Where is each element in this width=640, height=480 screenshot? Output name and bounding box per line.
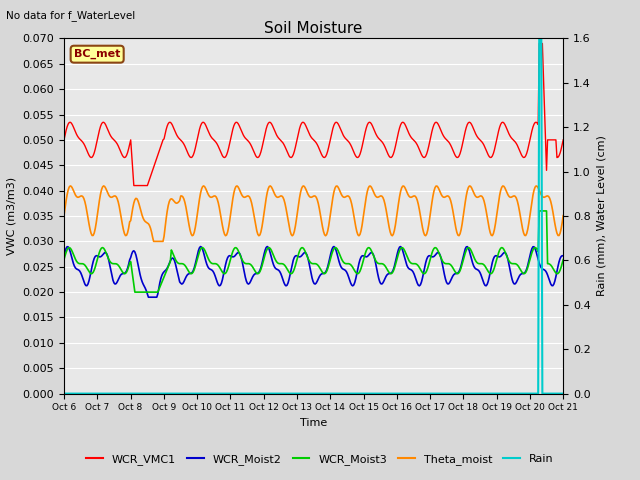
Rain <box>536 36 543 41</box>
Rain <box>427 391 435 396</box>
WCR_VMC1 <box>364 120 372 126</box>
Theta_moist <box>200 183 207 189</box>
WCR_Moist3 <box>428 251 436 256</box>
Text: BC_met: BC_met <box>74 49 120 60</box>
WCR_Moist3 <box>60 257 68 263</box>
Theta_moist <box>273 194 280 200</box>
X-axis label: Time: Time <box>300 418 327 428</box>
Text: No data for f_WaterLevel: No data for f_WaterLevel <box>6 10 136 21</box>
WCR_Moist2 <box>216 283 224 288</box>
Rain <box>216 391 223 396</box>
Y-axis label: Rain (mm), Water Level (cm): Rain (mm), Water Level (cm) <box>596 135 606 297</box>
Theta_moist <box>218 216 225 222</box>
Rain <box>559 391 567 396</box>
Rain <box>513 391 521 396</box>
WCR_Moist3 <box>515 264 522 269</box>
WCR_Moist2 <box>342 267 349 273</box>
WCR_VMC1 <box>340 134 348 140</box>
Line: WCR_VMC1: WCR_VMC1 <box>64 44 563 186</box>
WCR_Moist2 <box>429 254 436 260</box>
Rain <box>60 391 68 396</box>
WCR_Moist3 <box>131 289 139 295</box>
WCR_Moist3 <box>364 245 372 251</box>
WCR_VMC1 <box>536 41 543 47</box>
WCR_VMC1 <box>60 137 68 143</box>
Theta_moist <box>516 208 524 214</box>
Theta_moist <box>559 213 567 218</box>
Legend: WCR_VMC1, WCR_Moist2, WCR_Moist3, Theta_moist, Rain: WCR_VMC1, WCR_Moist2, WCR_Moist3, Theta_… <box>82 450 558 469</box>
WCR_Moist2 <box>516 273 524 279</box>
WCR_VMC1 <box>428 129 436 134</box>
Rain <box>271 391 278 396</box>
WCR_Moist3 <box>559 257 567 263</box>
WCR_Moist2 <box>145 294 152 300</box>
WCR_Moist3 <box>536 208 543 214</box>
Theta_moist <box>60 213 68 218</box>
Line: Rain: Rain <box>64 38 563 394</box>
Line: WCR_Moist3: WCR_Moist3 <box>64 211 563 292</box>
WCR_Moist3 <box>272 257 280 263</box>
WCR_Moist3 <box>216 266 224 272</box>
Theta_moist <box>150 239 157 244</box>
Line: Theta_moist: Theta_moist <box>64 186 563 241</box>
Y-axis label: VWC (m3/m3): VWC (m3/m3) <box>7 177 17 255</box>
WCR_Moist2 <box>559 253 567 259</box>
Title: Soil Moisture: Soil Moisture <box>264 21 363 36</box>
Theta_moist <box>342 194 349 200</box>
Rain <box>364 391 371 396</box>
Line: WCR_Moist2: WCR_Moist2 <box>64 247 563 297</box>
WCR_VMC1 <box>515 145 522 151</box>
WCR_Moist2 <box>264 244 271 250</box>
WCR_VMC1 <box>559 137 567 143</box>
Theta_moist <box>365 183 373 189</box>
WCR_Moist3 <box>340 260 348 266</box>
WCR_Moist2 <box>365 252 373 257</box>
Theta_moist <box>429 193 436 199</box>
WCR_Moist2 <box>60 253 68 259</box>
Rain <box>339 391 347 396</box>
WCR_Moist2 <box>273 266 280 272</box>
WCR_VMC1 <box>216 148 224 154</box>
WCR_VMC1 <box>272 130 280 136</box>
WCR_VMC1 <box>130 183 138 189</box>
